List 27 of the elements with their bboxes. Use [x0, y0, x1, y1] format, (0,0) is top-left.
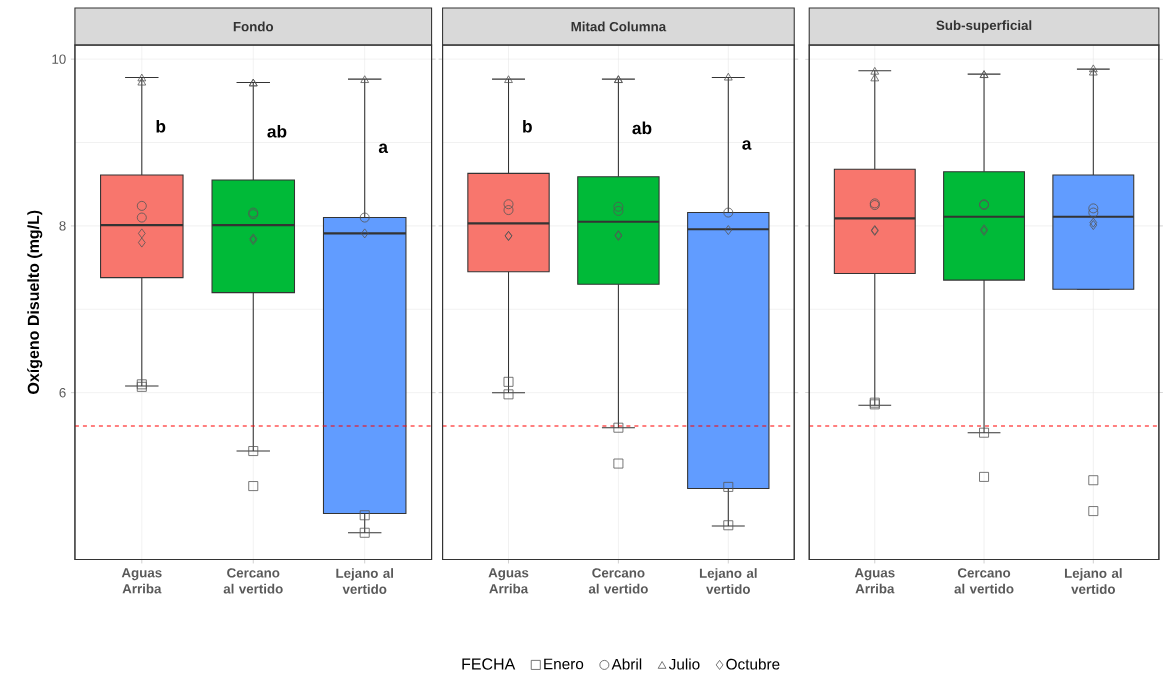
annotation: a — [378, 143, 389, 153]
y-tick-label: 8 — [59, 221, 66, 231]
x-tick-label: Cercano al vertido — [588, 568, 648, 594]
y-axis-title: Oxígeno Disuelto (mg/L) — [27, 210, 43, 394]
chart-title: Sub-superficial — [936, 20, 1032, 33]
chart-title: Mitad Columna — [571, 21, 667, 32]
annotation: ab — [267, 124, 287, 138]
x-tick-label: Cercano al vertido — [223, 568, 283, 594]
x-tick-label: Lejano al vertido — [1064, 567, 1122, 594]
x-tick-label: Aguas Arriba — [854, 567, 895, 594]
y-tick-label: 10 — [52, 54, 66, 64]
x-tick-label: Cercano al vertido — [954, 568, 1014, 594]
legend-label: Abril — [611, 658, 642, 670]
annotation: ab — [632, 121, 652, 135]
legend-label: Enero — [544, 658, 584, 670]
annotation: b — [523, 119, 532, 133]
legend-title: FECHA — [462, 658, 516, 670]
x-tick-label: Lejano al vertido — [336, 567, 393, 594]
x-tick-label: Aguas Arriba — [121, 567, 162, 594]
legend-label: Octubre — [726, 658, 780, 670]
annotation: a — [742, 140, 752, 150]
y-tick-label: 6 — [59, 387, 66, 398]
legend-label: Julio — [668, 658, 700, 670]
x-tick-label: Lejano al vertido — [699, 567, 757, 594]
x-tick-label: Aguas Arriba — [488, 567, 529, 594]
chart-title: Fondo — [233, 21, 274, 32]
annotation: b — [156, 119, 166, 133]
